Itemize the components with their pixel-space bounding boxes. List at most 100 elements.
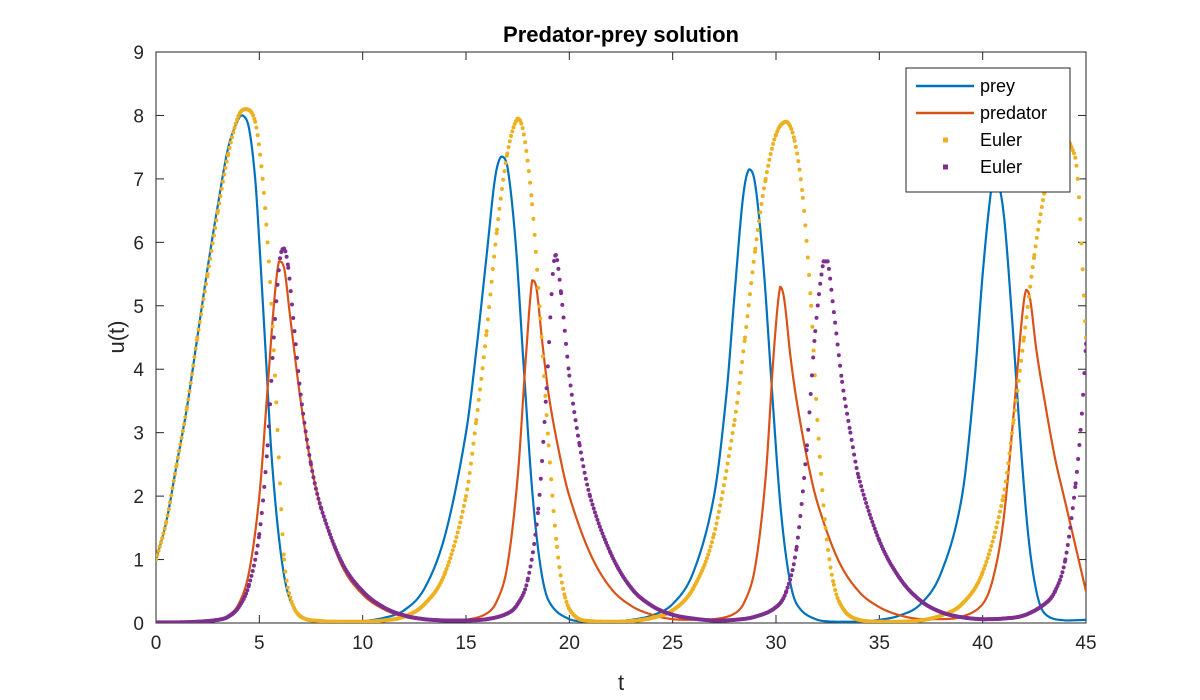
data-point [525, 158, 530, 163]
data-point [461, 503, 466, 508]
data-point [728, 446, 733, 451]
data-point [303, 429, 308, 434]
data-point [742, 338, 747, 343]
data-point [331, 542, 336, 547]
data-point [985, 556, 990, 561]
data-point [802, 476, 807, 481]
data-point [179, 435, 184, 440]
data-point [174, 462, 179, 467]
data-point [857, 479, 862, 484]
data-point [266, 259, 271, 264]
data-point [803, 462, 808, 467]
data-point [454, 535, 459, 540]
data-point [754, 237, 759, 242]
data-point [835, 342, 840, 347]
x-tick-label: 5 [254, 633, 265, 654]
data-point [753, 246, 758, 251]
data-point [994, 525, 999, 530]
data-point [1073, 485, 1078, 490]
data-point [291, 316, 296, 321]
data-point [814, 315, 819, 320]
data-point [824, 537, 829, 542]
data-point [1025, 305, 1030, 310]
data-point [981, 566, 986, 571]
data-point [785, 585, 790, 590]
data-point [572, 410, 577, 415]
data-point [561, 315, 566, 320]
data-point [326, 528, 331, 533]
data-point [1084, 335, 1086, 340]
data-point [287, 276, 292, 281]
data-point [1070, 506, 1075, 511]
data-point [559, 580, 564, 585]
data-point [805, 443, 809, 448]
data-point [1010, 431, 1015, 436]
data-point [535, 267, 540, 272]
data-point [289, 302, 294, 307]
data-point [1067, 534, 1072, 539]
data-point [493, 242, 498, 247]
data-point [804, 238, 809, 243]
data-point [531, 216, 536, 221]
data-point [274, 400, 279, 405]
data-point [268, 279, 273, 284]
data-point [284, 578, 289, 583]
data-point [567, 373, 572, 378]
data-point [496, 217, 501, 222]
data-point [771, 141, 776, 146]
data-point [557, 277, 562, 282]
data-point [733, 409, 738, 414]
data-point [445, 563, 450, 568]
data-point [536, 285, 541, 290]
data-point [720, 490, 725, 495]
data-point [306, 445, 311, 450]
data-point [816, 292, 821, 297]
data-point [711, 535, 716, 540]
data-point [481, 355, 486, 360]
data-point [724, 468, 729, 473]
data-point [265, 240, 270, 245]
data-point [714, 521, 719, 526]
data-point [841, 388, 846, 393]
data-point [829, 572, 834, 577]
data-point [492, 254, 497, 259]
data-point [530, 550, 535, 555]
data-point [797, 167, 802, 172]
data-point [1020, 348, 1025, 353]
data-point [586, 487, 591, 492]
data-point [199, 312, 204, 317]
data-point [224, 159, 229, 164]
data-point [273, 373, 278, 378]
data-point [158, 540, 163, 545]
data-point [585, 482, 590, 487]
data-point [819, 272, 824, 277]
data-point [263, 470, 268, 475]
data-point [287, 591, 292, 596]
data-point [786, 581, 791, 586]
data-point [723, 476, 728, 481]
data-point [465, 487, 470, 492]
data-point [180, 429, 185, 434]
data-point [299, 402, 304, 407]
data-point [1074, 163, 1079, 168]
data-point [226, 151, 231, 156]
data-point [178, 442, 183, 447]
data-point [250, 568, 255, 573]
data-point [280, 532, 285, 537]
data-point [274, 299, 279, 304]
data-point [1028, 284, 1033, 289]
data-point [307, 452, 312, 457]
legend-swatch [943, 137, 948, 143]
data-point [263, 206, 268, 211]
data-point [713, 526, 718, 531]
data-point [819, 471, 824, 476]
data-point [1034, 235, 1039, 240]
series-markers-3 [156, 246, 1086, 623]
data-point [836, 353, 841, 358]
data-point [809, 303, 814, 308]
data-point [827, 557, 832, 562]
data-point [538, 476, 543, 481]
data-point [248, 578, 253, 583]
data-point [580, 457, 585, 462]
data-point [1078, 427, 1083, 432]
